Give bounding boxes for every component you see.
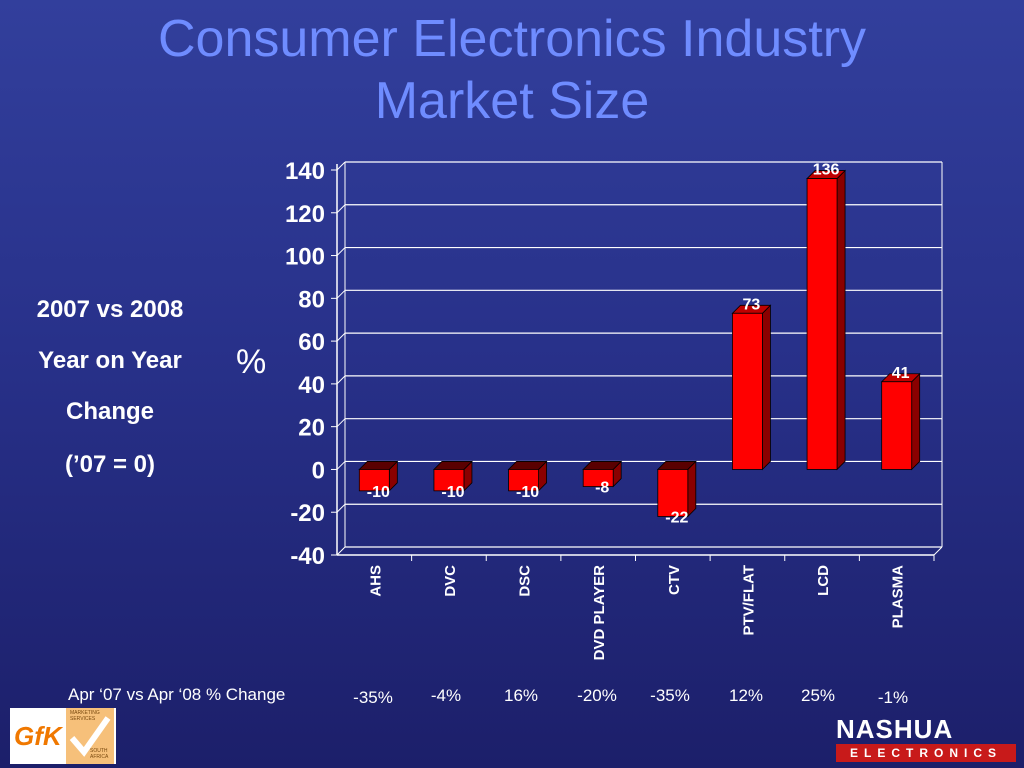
bar	[582, 469, 614, 487]
y-tick-label: 0	[312, 457, 325, 484]
x-tick-label: DVD PLAYER	[591, 565, 608, 660]
x-tick-label: PLASMA	[890, 565, 907, 629]
title-line-2: Market Size	[374, 72, 650, 130]
bar-side	[836, 169, 846, 471]
footer-value: -1%	[877, 688, 909, 707]
gridline-depth	[336, 503, 346, 513]
footer-value: 25%	[800, 686, 836, 705]
gfk-logo-panel: MARKETING SERVICES SOUTH AFRICA	[66, 708, 114, 764]
y-tick-label: 100	[285, 244, 325, 271]
gfk-logo: GfK MARKETING SERVICES SOUTH AFRICA	[10, 708, 116, 764]
footer-label: Apr ‘07 vs Apr ‘08 % Change	[68, 685, 286, 704]
floor-edge	[933, 546, 943, 556]
gridline-depth	[336, 161, 346, 171]
gfk-logo-text: GfK	[14, 720, 62, 751]
data-label: -8	[595, 480, 609, 497]
bar-side	[762, 304, 771, 471]
data-label: 73	[743, 296, 761, 313]
y-tick-label: 60	[298, 329, 325, 356]
data-label: -22	[665, 510, 688, 527]
x-tick-label: LCD	[815, 565, 832, 596]
data-label: 41	[892, 365, 910, 382]
nashua-logo-bottom: ELECTRONICS	[836, 744, 1016, 762]
footer-value: -4%	[430, 686, 462, 705]
y-tick-label: 80	[298, 286, 325, 313]
chart-title: Consumer Electronics Industry Market Siz…	[0, 8, 1024, 132]
y-tick-label: 40	[298, 372, 325, 399]
x-tick-label: DVC	[442, 565, 459, 597]
bar	[358, 469, 390, 492]
x-tick-label: CTV	[666, 565, 683, 595]
y-tick-label: 120	[285, 201, 325, 228]
nashua-logo-top: NASHUA	[836, 714, 954, 744]
side-label-4: (’07 = 0)	[64, 451, 156, 478]
x-tick-label: DSC	[517, 565, 534, 597]
gridline-depth	[336, 332, 346, 342]
bar	[508, 469, 539, 492]
footer-value: 16%	[503, 686, 539, 705]
side-label-1: 2007 vs 2008	[36, 296, 184, 323]
y-tick-label: -20	[290, 500, 325, 527]
footer-value: 12%	[728, 686, 764, 705]
y-tick-label: -40	[290, 543, 325, 570]
footer-value: -35%	[353, 688, 393, 707]
gfk-small-top-2: SERVICES	[70, 716, 96, 722]
gfk-small-top-1: MARKETING	[70, 710, 100, 716]
footer-value: -35%	[650, 686, 690, 705]
data-label: -10	[516, 484, 539, 501]
bar	[732, 312, 763, 470]
x-tick-label: AHS	[367, 565, 384, 597]
bar	[806, 178, 838, 470]
bar	[433, 469, 465, 492]
y-tick-label: 20	[298, 415, 325, 442]
bar	[657, 469, 689, 517]
side-label-2: Year on Year	[38, 347, 182, 374]
bar-side	[687, 460, 697, 518]
gfk-small-bottom-1: SOUTH	[90, 748, 108, 754]
data-label: 136	[813, 162, 840, 179]
gridline-depth	[336, 546, 346, 556]
bar	[881, 381, 913, 470]
data-label: -10	[367, 484, 390, 501]
gridline-depth	[336, 418, 346, 428]
checkmark-icon	[69, 716, 111, 757]
gridline-depth	[336, 375, 346, 385]
gridline-depth	[336, 204, 346, 214]
y-tick-label: 140	[285, 158, 325, 185]
footer-value: -20%	[577, 686, 617, 705]
percent-symbol: %	[236, 343, 267, 381]
gfk-small-bottom-2: AFRICA	[90, 754, 109, 760]
side-label-3: Change	[65, 398, 154, 425]
gridline-depth	[336, 247, 346, 256]
nashua-logo: NASHUA ELECTRONICS	[836, 716, 1016, 764]
x-tick-label: PTV/FLAT	[740, 565, 757, 636]
gridline-depth	[336, 289, 346, 299]
bar-side	[911, 372, 921, 471]
title-line-1: Consumer Electronics Industry	[157, 10, 867, 68]
data-label: -10	[441, 484, 464, 501]
gridline-depth	[336, 461, 346, 470]
